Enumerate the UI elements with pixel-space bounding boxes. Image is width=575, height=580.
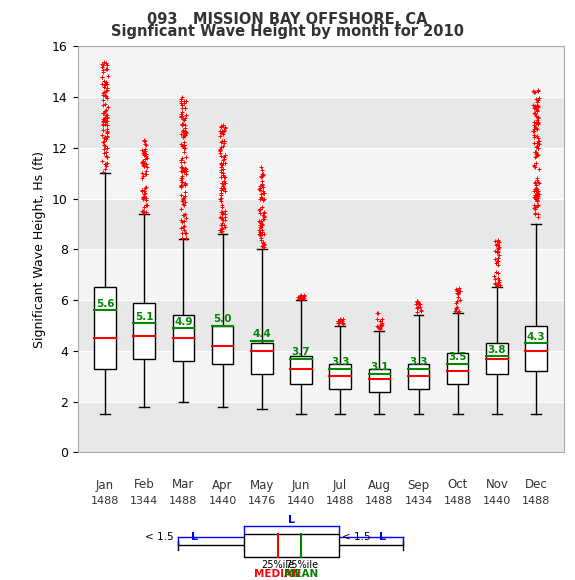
Bar	[212, 325, 233, 364]
Text: 1488: 1488	[443, 496, 472, 506]
Text: 4.4: 4.4	[252, 329, 271, 339]
Text: Mar: Mar	[172, 478, 194, 491]
Text: 1476: 1476	[248, 496, 276, 506]
Text: 4.9: 4.9	[174, 317, 193, 327]
Text: 1344: 1344	[130, 496, 158, 506]
Text: 3.3: 3.3	[331, 357, 350, 367]
Text: 1440: 1440	[483, 496, 511, 506]
Text: 3.3: 3.3	[409, 357, 428, 367]
Bar	[78, 148, 564, 199]
Text: 3.7: 3.7	[292, 347, 310, 357]
Text: MEAN: MEAN	[284, 569, 319, 579]
Text: 1488: 1488	[522, 496, 550, 506]
Text: Jul: Jul	[333, 478, 347, 491]
Bar	[447, 353, 469, 384]
Bar	[244, 534, 339, 557]
Text: 3.1: 3.1	[370, 362, 389, 372]
Bar	[290, 356, 312, 384]
Bar	[408, 364, 430, 389]
Bar	[329, 364, 351, 389]
Text: 5.6: 5.6	[96, 299, 114, 309]
Bar	[251, 343, 273, 374]
Bar	[78, 249, 564, 300]
Bar	[78, 46, 564, 97]
Text: 3.8: 3.8	[488, 345, 506, 355]
Bar	[133, 303, 155, 358]
Text: MEDIAN: MEDIAN	[254, 569, 301, 579]
Text: Feb: Feb	[134, 478, 155, 491]
Text: 75%ile: 75%ile	[285, 560, 318, 570]
Text: Jan: Jan	[96, 478, 114, 491]
Text: 1434: 1434	[404, 496, 432, 506]
Text: L: L	[190, 532, 198, 542]
Text: 1488: 1488	[365, 496, 393, 506]
Bar	[486, 343, 508, 374]
Text: May: May	[250, 478, 274, 491]
Text: Jun: Jun	[292, 478, 310, 491]
Text: 5.1: 5.1	[135, 311, 154, 322]
Text: 5.0: 5.0	[213, 314, 232, 324]
Bar	[78, 351, 564, 402]
Bar	[78, 402, 564, 452]
Text: 1488: 1488	[169, 496, 198, 506]
Text: L: L	[288, 515, 296, 525]
Text: < 1.5: < 1.5	[342, 532, 374, 542]
Text: Nov: Nov	[485, 478, 508, 491]
Text: Aug: Aug	[368, 478, 391, 491]
Y-axis label: Significant Wave Height, Hs (ft): Significant Wave Height, Hs (ft)	[33, 151, 47, 348]
Text: 1488: 1488	[326, 496, 354, 506]
Bar	[78, 199, 564, 249]
Text: L: L	[379, 532, 386, 542]
Text: 4.3: 4.3	[527, 332, 546, 342]
Text: Oct: Oct	[447, 478, 468, 491]
Text: Signficant Wave Height by month for 2010: Signficant Wave Height by month for 2010	[111, 24, 464, 39]
Text: 3.5: 3.5	[448, 352, 467, 362]
Bar	[78, 97, 564, 148]
Text: 25%ile: 25%ile	[261, 560, 294, 570]
Text: Sep: Sep	[408, 478, 430, 491]
Text: 1440: 1440	[209, 496, 237, 506]
Text: 1488: 1488	[91, 496, 119, 506]
Text: Dec: Dec	[525, 478, 547, 491]
Bar	[369, 369, 390, 392]
Bar	[78, 300, 564, 351]
Bar	[526, 325, 547, 371]
Bar	[94, 288, 116, 369]
Text: 1440: 1440	[287, 496, 315, 506]
Text: < 1.5: < 1.5	[145, 532, 177, 542]
Bar	[172, 316, 194, 361]
Text: 093   MISSION BAY OFFSHORE, CA: 093 MISSION BAY OFFSHORE, CA	[147, 12, 428, 27]
Text: Apr: Apr	[212, 478, 233, 491]
